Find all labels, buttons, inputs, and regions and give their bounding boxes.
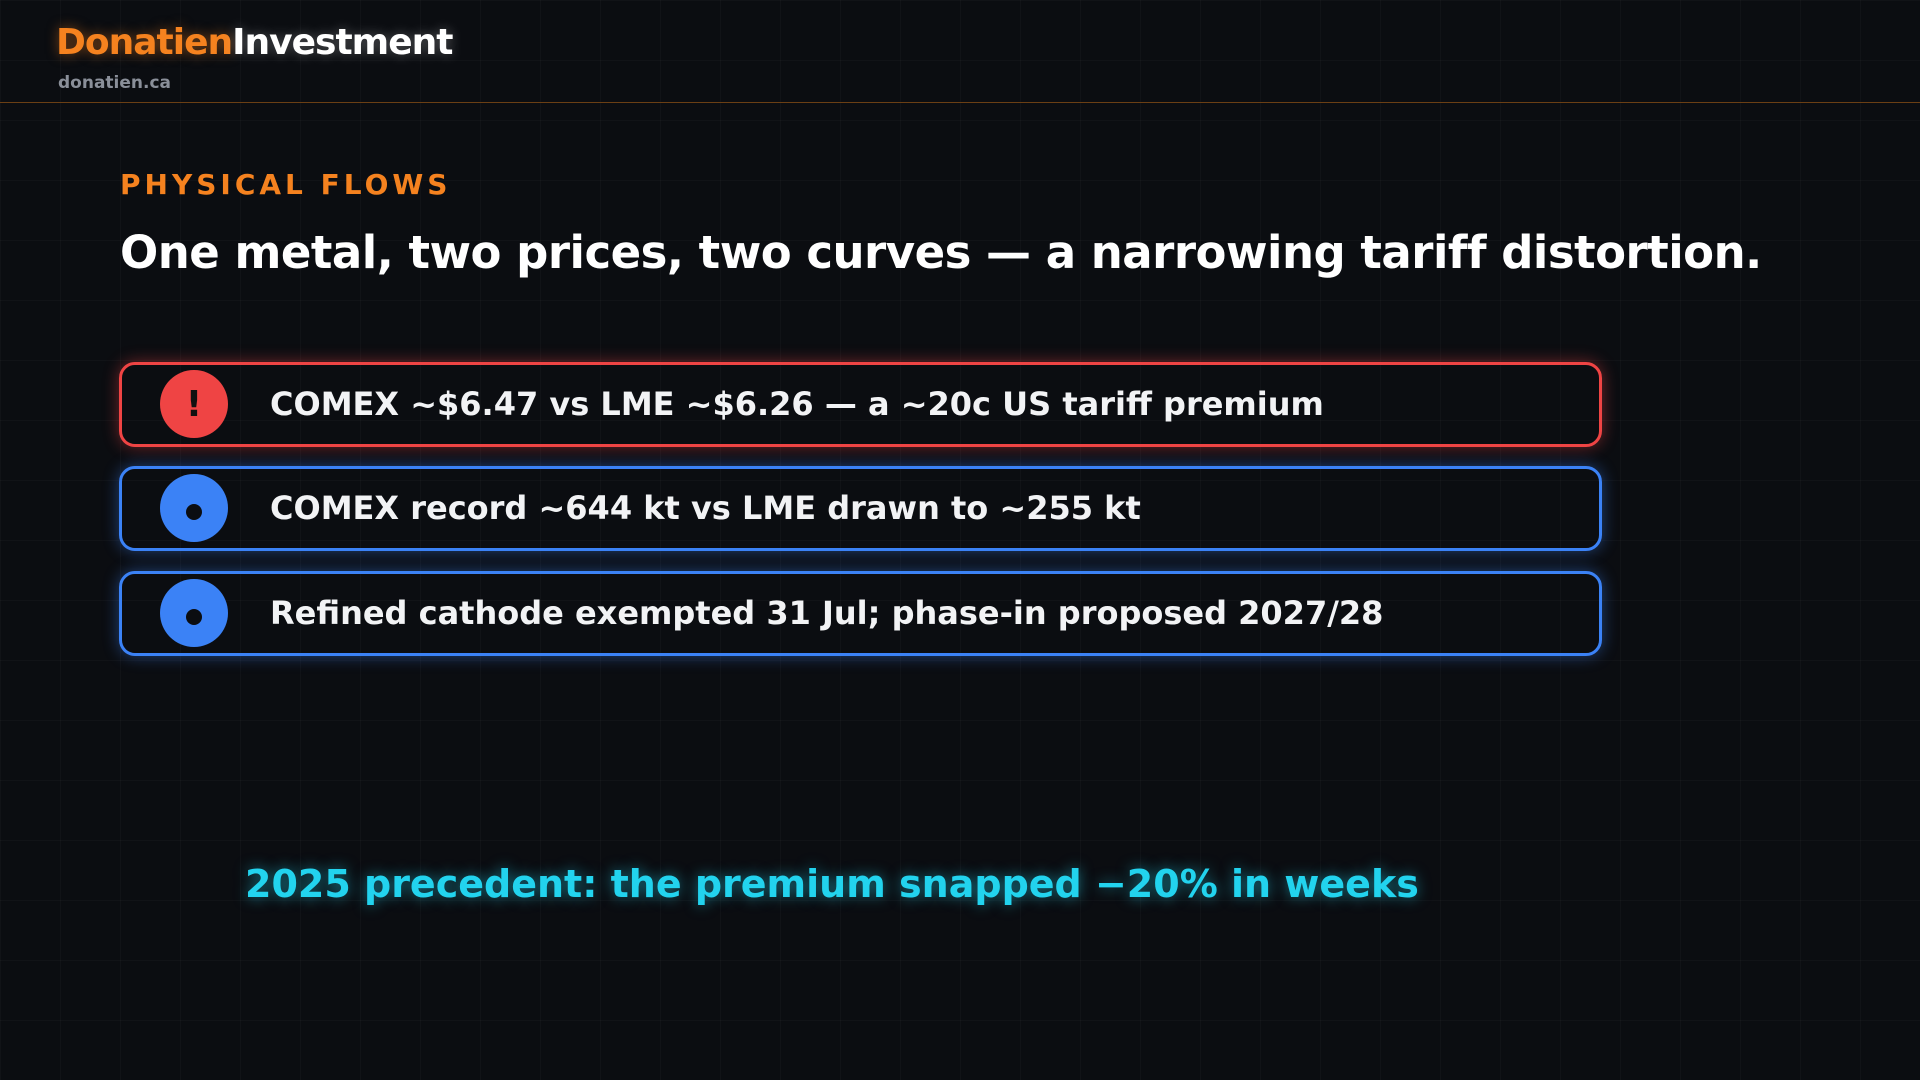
icon-dot [186,504,202,520]
brand-second: Investment [232,22,453,63]
kicker: PHYSICAL FLOWS [120,168,452,201]
item-text: COMEX record ~644 kt vs LME drawn to ~25… [270,489,1141,527]
brand: DonatienInvestment [56,22,453,63]
site: donatien.ca [58,73,172,93]
brand-first: Donatien [56,22,233,63]
item-text: Refined cathode exempted 31 Jul; phase-i… [270,594,1384,632]
title: One metal, two prices, two curves — a na… [120,226,1762,279]
item-text: COMEX ~$6.47 vs LME ~$6.26 — a ~20c US t… [270,385,1324,423]
item-icon: ! [160,370,228,438]
item-card: Refined cathode exempted 31 Jul; phase-i… [119,571,1602,656]
item-card: ! COMEX ~$6.47 vs LME ~$6.26 — a ~20c US … [119,362,1602,447]
header-rule [0,102,1920,103]
item-card: COMEX record ~644 kt vs LME drawn to ~25… [119,466,1602,551]
item-icon [160,474,228,542]
icon-dot [186,609,202,625]
callout: 2025 precedent: the premium snapped −20%… [245,862,1419,906]
item-icon [160,579,228,647]
